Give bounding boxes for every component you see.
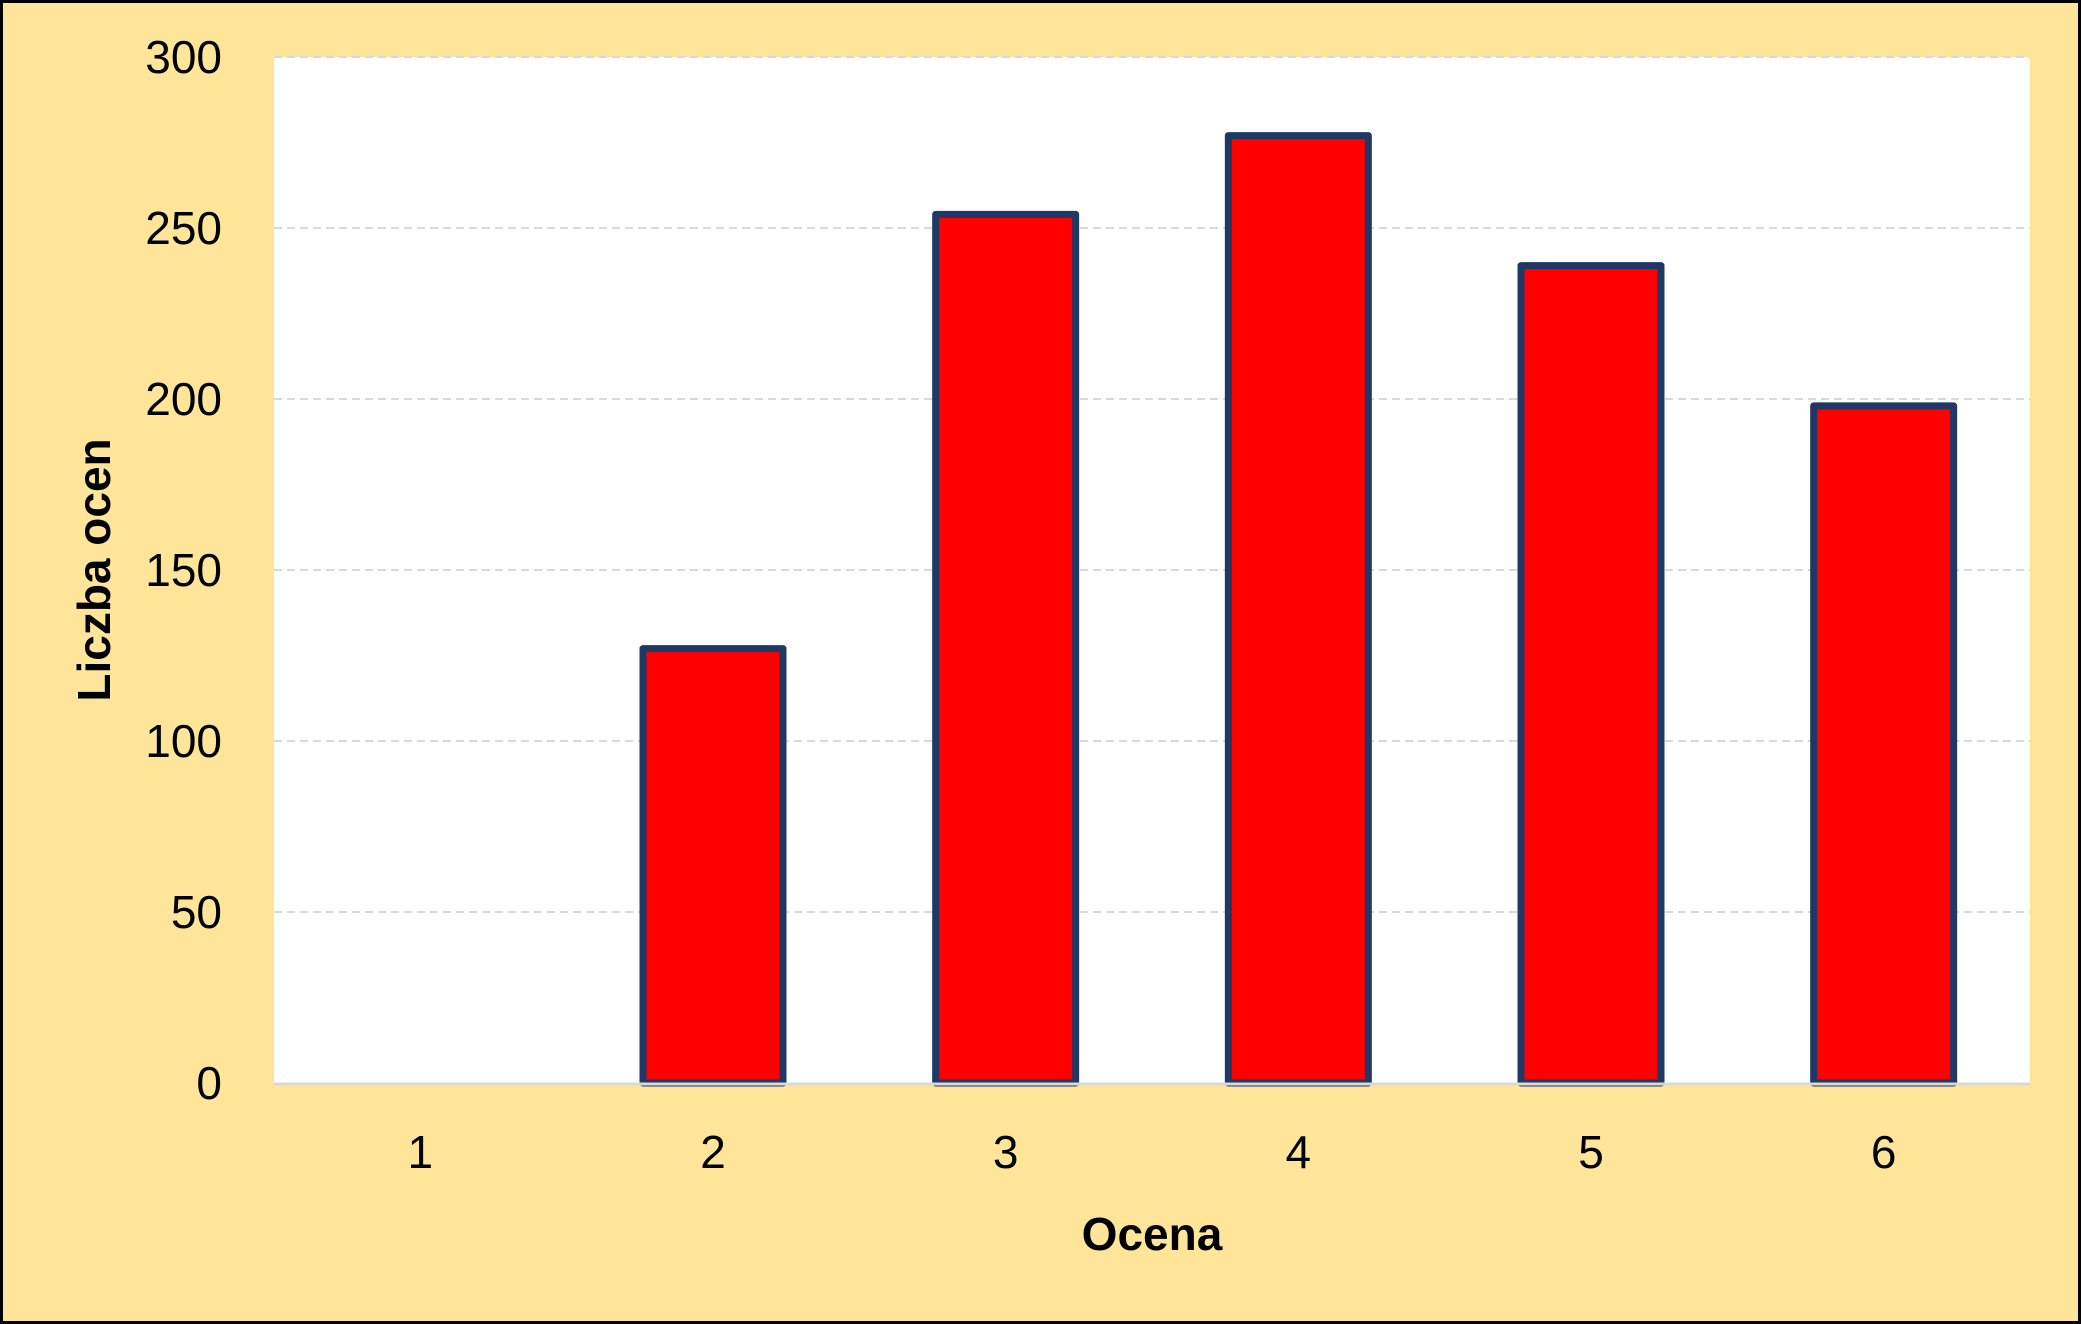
x-tick-label: 3: [993, 1126, 1019, 1178]
x-tick-label: 2: [700, 1126, 726, 1178]
bar: [639, 645, 787, 1087]
x-tick-label: 1: [408, 1126, 434, 1178]
y-tick-label: 200: [145, 373, 222, 425]
y-axis-title: Liczba ocen: [68, 438, 120, 701]
bars: [639, 132, 1958, 1087]
y-tick-label: 50: [171, 886, 222, 938]
bar: [1517, 262, 1665, 1087]
x-tick-label: 6: [1871, 1126, 1897, 1178]
x-tick-label: 4: [1286, 1126, 1312, 1178]
y-axis-tick-labels: 0 50 100 150 200 250 300: [145, 31, 222, 1109]
x-axis-title: Ocena: [1082, 1208, 1223, 1260]
y-tick-label: 100: [145, 715, 222, 767]
y-tick-label: 300: [145, 31, 222, 83]
gridlines: [274, 56, 2030, 913]
bar: [932, 210, 1080, 1087]
y-tick-label: 150: [145, 544, 222, 596]
bar: [1224, 132, 1372, 1087]
x-tick-label: 5: [1578, 1126, 1604, 1178]
y-tick-label: 0: [196, 1057, 222, 1109]
x-axis-tick-labels: 1 2 3 4 5 6: [408, 1126, 1897, 1178]
bar: [1810, 402, 1958, 1087]
y-tick-label: 250: [145, 202, 222, 254]
